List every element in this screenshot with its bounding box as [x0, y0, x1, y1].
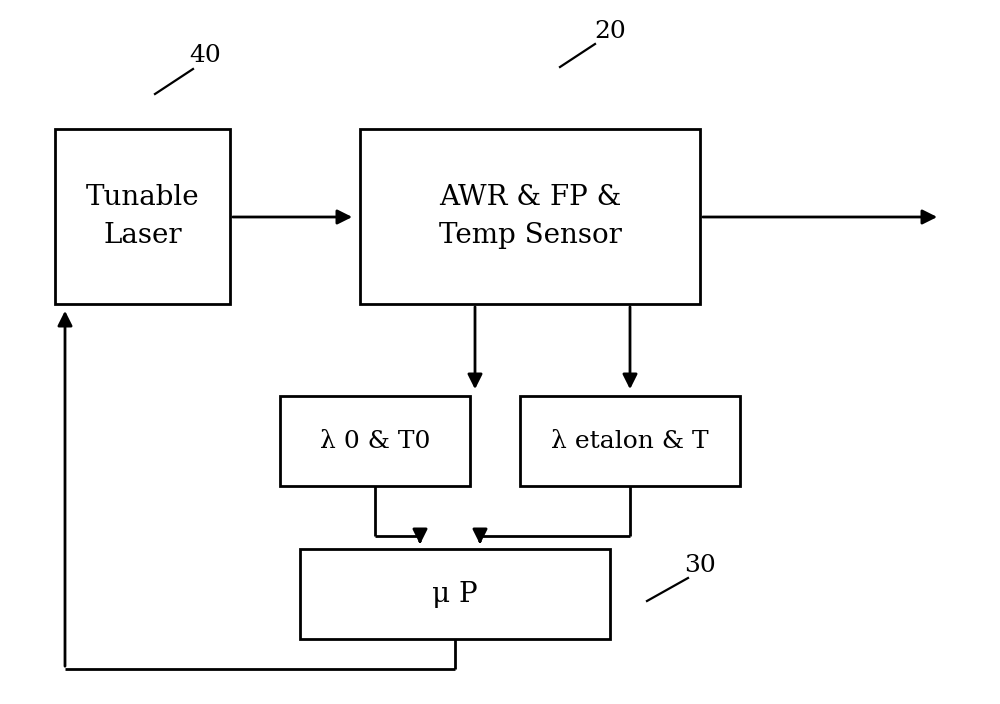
Text: μ P: μ P — [432, 581, 478, 608]
Text: λ 0 & T0: λ 0 & T0 — [320, 429, 430, 453]
Text: λ etalon & T: λ etalon & T — [551, 429, 709, 453]
Text: Tunable
Laser: Tunable Laser — [86, 184, 199, 249]
Bar — [55, 129, 230, 304]
Bar — [300, 549, 610, 639]
Bar — [360, 129, 700, 304]
Bar — [520, 396, 740, 486]
Text: 30: 30 — [684, 555, 716, 577]
Text: 40: 40 — [189, 44, 221, 68]
Text: 20: 20 — [594, 20, 626, 44]
Text: AWR & FP &
Temp Sensor: AWR & FP & Temp Sensor — [439, 184, 621, 249]
Bar — [280, 396, 470, 486]
